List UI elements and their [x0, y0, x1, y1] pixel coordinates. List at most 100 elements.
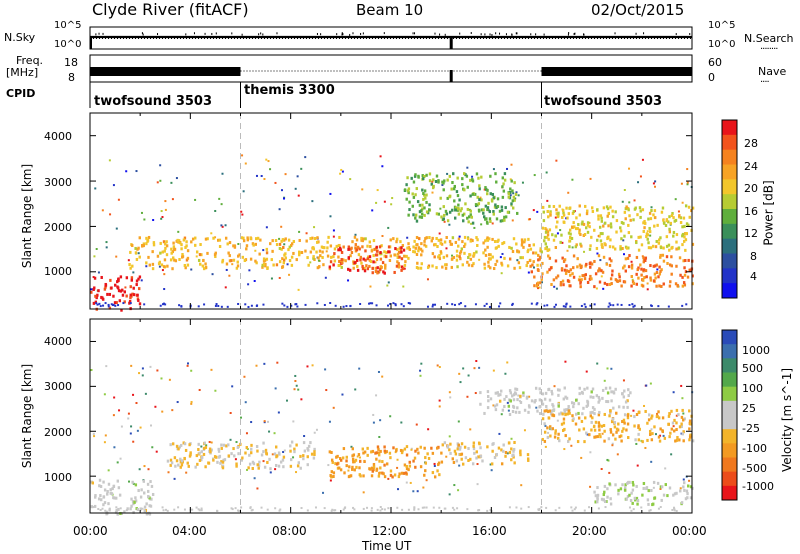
band-4-cell: [549, 266, 553, 270]
velocity-cbar-tick: -25: [742, 422, 760, 435]
band-1-cell: [281, 458, 285, 462]
scatter-speck: [354, 233, 357, 236]
band-2-cell: [353, 468, 356, 472]
scatter-speck: [476, 463, 479, 466]
band-5-cell: [683, 224, 686, 228]
band-5-cell: [591, 416, 594, 420]
scatter-speck: [383, 200, 386, 203]
band-3-cell: [449, 451, 452, 455]
band-3-cell: [443, 179, 446, 183]
band-1-cell: [341, 258, 345, 262]
near-range-speck: [274, 507, 277, 510]
band-1-cell: [295, 443, 298, 447]
band-3-cell: [491, 192, 495, 196]
scatter-speck: [602, 287, 605, 290]
scatter-speck: [599, 259, 602, 262]
velocity-cbar-tick: 500: [742, 362, 763, 375]
band-5-cell: [627, 231, 631, 235]
scatter-speck: [313, 226, 316, 229]
band-5-cell: [555, 208, 558, 212]
scatter-speck: [103, 441, 106, 444]
band-6-cell: [675, 491, 678, 495]
band-1-cell: [337, 244, 341, 248]
band-1-cell: [137, 246, 140, 250]
band-3-cell: [495, 217, 499, 221]
band-3-cell: [457, 207, 460, 211]
band-3-cell: [467, 220, 470, 224]
band-2-cell: [383, 463, 386, 467]
band-4-cell: [558, 388, 561, 392]
scatter-speck: [105, 246, 108, 249]
scatter-speck: [141, 374, 144, 377]
band-2-cell: [331, 460, 334, 464]
freq-tick-low: 8: [68, 71, 75, 84]
band-1-cell: [209, 450, 212, 454]
scatter-speck: [160, 377, 163, 380]
band-3-cell: [511, 199, 514, 203]
band-5-cell: [622, 418, 626, 422]
band-1-cell: [320, 245, 324, 249]
status-strips: [89, 26, 693, 108]
scatter-speck: [451, 254, 454, 257]
near-range-speck: [431, 305, 434, 308]
scatter-speck: [438, 232, 441, 235]
noise-speck: [643, 32, 645, 35]
band-5-cell: [591, 206, 594, 210]
band-6-cell: [602, 498, 605, 502]
band-4-cell: [678, 256, 682, 260]
band-1-cell: [420, 242, 423, 246]
band-5-cell: [549, 210, 552, 214]
band-2-cell: [379, 449, 382, 453]
band-1-cell: [274, 463, 278, 467]
band-1-cell: [249, 257, 253, 261]
scatter-speck: [387, 226, 390, 229]
xtick-label: 04:00: [172, 524, 207, 538]
band-1-cell: [183, 457, 186, 461]
band-1-cell: [165, 240, 168, 244]
scatter-speck: [637, 181, 640, 184]
band-6-cell: [650, 489, 653, 493]
band-0-cell: [137, 489, 140, 493]
band-4-cell: [562, 283, 565, 287]
near-range-speck: [141, 507, 144, 510]
band-5-cell: [602, 206, 606, 210]
scatter-speck: [109, 213, 112, 216]
band-4-cell: [522, 391, 525, 395]
band-1-cell: [494, 263, 497, 267]
band-4-cell: [535, 284, 539, 288]
band-5-cell: [582, 233, 585, 237]
band-4-cell: [662, 259, 666, 263]
scatter-speck: [511, 219, 514, 222]
band-3-cell: [461, 183, 464, 187]
band-6-cell: [614, 483, 617, 487]
band-1-cell: [445, 254, 449, 258]
near-range-speck: [117, 304, 120, 307]
band-5-cell: [670, 214, 674, 218]
band-4-cell: [565, 396, 569, 400]
scatter-speck: [644, 446, 647, 449]
band-4-cell: [563, 258, 567, 262]
band-2-cell: [363, 450, 367, 454]
band-5-cell: [541, 226, 545, 230]
band-1-cell: [389, 238, 392, 242]
band-6-cell: [679, 489, 682, 493]
band-4-cell: [631, 280, 635, 284]
band-1-cell: [204, 266, 208, 270]
band-1-cell: [452, 255, 456, 259]
band-1-cell: [417, 266, 420, 270]
scatter-speck: [347, 469, 350, 472]
band-1-cell: [445, 235, 448, 239]
scatter-speck: [350, 445, 353, 448]
band-4-cell: [533, 284, 536, 288]
near-range-speck: [250, 304, 253, 307]
near-range-speck: [220, 305, 223, 308]
band-0-cell: [123, 300, 126, 304]
scatter-speck: [596, 252, 599, 255]
near-range-speck: [161, 506, 164, 509]
band-2-cell: [372, 260, 375, 264]
band-1-cell: [198, 458, 202, 462]
scatter-speck: [517, 194, 520, 197]
scatter-speck: [347, 279, 350, 282]
velocity-cbar-tick: 25: [742, 402, 756, 415]
near-range-speck: [569, 305, 572, 308]
